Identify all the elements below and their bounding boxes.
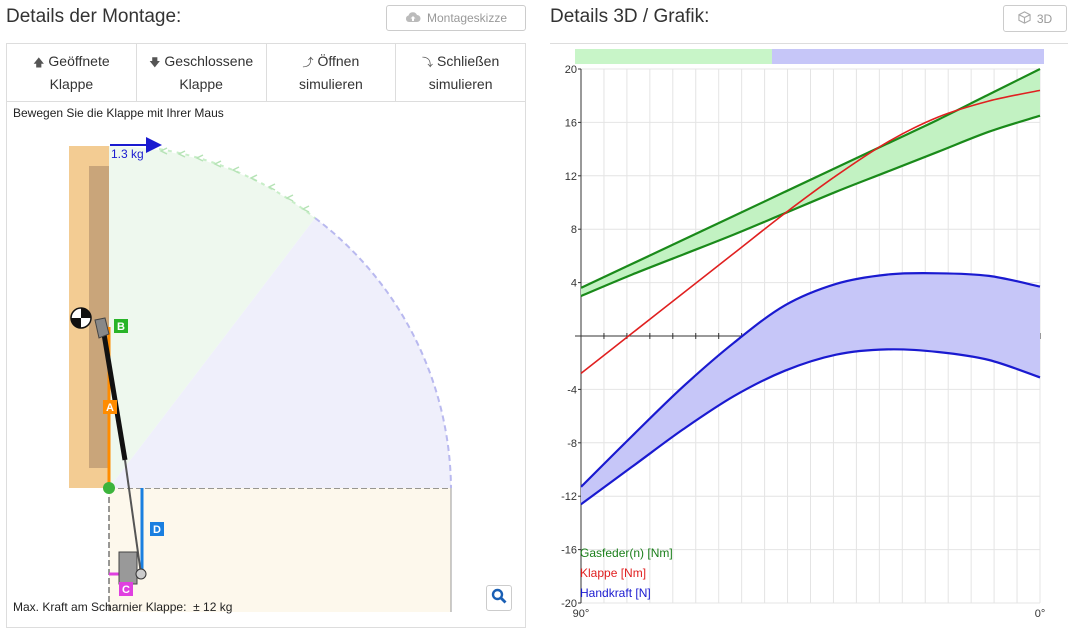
gasfeder-upper-line	[580, 68, 1041, 289]
mounting-drawing[interactable]: 1.3 kg A B C D	[7, 132, 525, 612]
flap-inner	[89, 166, 109, 468]
max-force-label: Max. Kraft am Scharnier Klappe:	[13, 600, 187, 614]
tab-label-2: Geschlossene	[164, 52, 254, 69]
grafik-title: Details 3D / Grafik:	[550, 6, 710, 27]
legend-gasfeder: Gasfeder(n) [Nm]	[580, 546, 673, 560]
tab-oeffnen-simulieren[interactable]: ⤴ Öffnen simulieren	[267, 44, 397, 101]
max-force-value: ± 12 kg	[193, 600, 233, 614]
weight-label: 1.3 kg	[111, 147, 144, 161]
arrow-up-icon: 🡅	[33, 56, 45, 69]
cube-icon	[1018, 10, 1031, 27]
x-start-label: 90°	[573, 608, 590, 620]
y-tick-label: 16	[565, 117, 577, 129]
handkraft-upper-line	[580, 272, 1041, 488]
tab-label-4b: simulieren	[428, 75, 493, 92]
legend-handkraft: Handkraft [N]	[580, 586, 651, 600]
progress-closed	[771, 49, 1044, 64]
y-tick-label: -8	[567, 438, 577, 450]
tab-geoeffnete-klappe[interactable]: 🡅 Geöffnete Klappe	[7, 44, 137, 101]
tab-label-1: Geöffnete	[48, 52, 110, 69]
gas-spring	[100, 327, 128, 461]
y-tick-label: -20	[561, 598, 577, 610]
upper-bracket	[94, 317, 110, 339]
klappe-line	[580, 89, 1041, 375]
view-3d-button[interactable]: 3D	[1003, 5, 1067, 32]
tab-label-2b: Klappe	[179, 75, 223, 92]
tab-geschlossene-klappe[interactable]: 🡇 Geschlossene Klappe	[137, 44, 267, 101]
max-force-text: Max. Kraft am Scharnier Klappe: ± 12 kg	[13, 600, 232, 614]
handkraft-lower-line	[580, 348, 1041, 506]
x-end-label: 0°	[1035, 608, 1046, 620]
legend-klappe: Klappe [Nm]	[580, 566, 647, 580]
tab-label-3b: simulieren	[298, 75, 363, 92]
arrow-curve-down-icon: ⤵	[421, 56, 433, 69]
swing-area-green	[109, 146, 315, 488]
tab-label-1b: Klappe	[49, 75, 94, 92]
hinge-point[interactable]	[103, 482, 115, 494]
marker-c: C	[122, 584, 130, 596]
cabinet-body	[109, 488, 451, 612]
progress-open	[575, 49, 772, 64]
montage-title: Details der Montage:	[6, 6, 182, 27]
y-tick-label: 20	[565, 64, 577, 76]
tab-schliessen-simulieren[interactable]: ⤵ Schließen simulieren	[396, 44, 525, 101]
drag-hint: Bewegen Sie die Klappe mit Ihrer Maus	[13, 106, 224, 120]
gasfeder-band	[581, 69, 1040, 296]
arrow-curve-up-icon: ⤴	[302, 56, 314, 69]
chart-legend: Gasfeder(n) [Nm] Klappe [Nm] Handkraft […	[580, 546, 673, 606]
y-tick-label: -4	[567, 384, 577, 396]
swing-area-purple	[109, 218, 451, 488]
y-tick-label: -12	[561, 491, 577, 503]
montageskizze-button[interactable]: Montageskizze	[386, 5, 526, 31]
marker-d: D	[153, 524, 161, 536]
y-tick-label: -16	[561, 545, 577, 557]
tab-label-3: Öffnen	[317, 52, 360, 69]
center-of-gravity-icon	[70, 307, 92, 329]
grafik-divider	[550, 43, 1068, 44]
montage-tabs: 🡅 Geöffnete Klappe 🡇 Geschlossene Klappe ⤴…	[7, 44, 525, 102]
y-tick-label: 4	[571, 278, 577, 290]
gasfeder-lower-line	[580, 114, 1041, 298]
y-tick-label: 8	[571, 224, 577, 236]
montage-panel: 🡅 Geöffnete Klappe 🡇 Geschlossene Klappe ⤴…	[6, 43, 526, 628]
zoom-button[interactable]	[486, 585, 512, 611]
handkraft-band	[581, 273, 1040, 505]
y-tick-label: 12	[565, 171, 577, 183]
arrow-down-icon: 🡇	[149, 56, 161, 69]
magnifier-icon	[491, 588, 507, 609]
tab-label-4: Schließen	[436, 52, 500, 69]
marker-a: A	[106, 402, 114, 414]
cloud-upload-icon	[405, 11, 421, 26]
montageskizze-label: Montageskizze	[426, 11, 508, 25]
marker-b: B	[117, 321, 125, 333]
view-3d-label: 3D	[1036, 11, 1053, 26]
force-chart[interactable]: -20 -16 -12 -8 -4 4 8 12 16 20 90° 0°	[544, 45, 1074, 630]
lower-bracket	[118, 551, 138, 585]
